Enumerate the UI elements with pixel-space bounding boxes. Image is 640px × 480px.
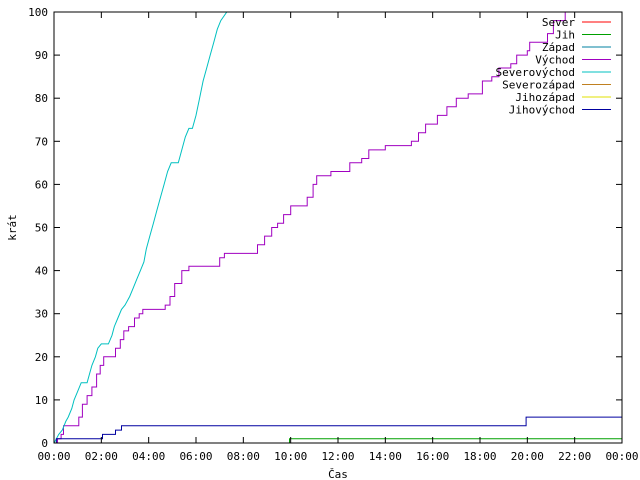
y-tick-label: 100 (28, 6, 48, 19)
y-tick-label: 30 (35, 308, 48, 321)
legend-label: Jihovýchod (509, 104, 575, 117)
series-layer (54, 12, 622, 443)
x-tick-label: 06:00 (179, 450, 212, 463)
x-tick-label: 02:00 (85, 450, 118, 463)
x-tick-label: 18:00 (463, 450, 496, 463)
legend: SeverJihZápadVýchodSeverovýchodSeverozáp… (496, 16, 611, 117)
x-axis-label: Čas (328, 468, 348, 480)
x-tick-label: 04:00 (132, 450, 165, 463)
legend-label: Jihozápad (515, 91, 575, 104)
y-tick-label: 60 (35, 178, 48, 191)
series-line-4 (54, 12, 228, 443)
legend-label: Jih (555, 29, 575, 42)
legend-label: Sever (542, 16, 575, 29)
x-tick-label: 14:00 (369, 450, 402, 463)
y-tick-label: 70 (35, 135, 48, 148)
y-tick-label: 20 (35, 351, 48, 364)
y-tick-label: 80 (35, 92, 48, 105)
y-tick-label: 0 (41, 437, 48, 450)
x-tick-label: 16:00 (416, 450, 449, 463)
y-tick-label: 10 (35, 394, 48, 407)
series-line-3 (54, 12, 566, 443)
x-tick-label: 00:00 (37, 450, 70, 463)
legend-label: Západ (542, 41, 575, 54)
x-tick-label: 10:00 (274, 450, 307, 463)
series-line-1 (54, 438, 622, 443)
legend-label: Východ (535, 54, 575, 67)
x-tick-label: 08:00 (227, 450, 260, 463)
x-tick-label: 22:00 (558, 450, 591, 463)
legend-label: Severozápad (502, 79, 575, 92)
y-tick-label: 90 (35, 49, 48, 62)
legend-label: Severovýchod (496, 66, 575, 79)
x-tick-label: 20:00 (511, 450, 544, 463)
ticks-layer: 00:00 02:00 04:00 06:00 08:00 10:00 12:00 14:00… (28, 6, 638, 463)
series-line-7 (54, 416, 622, 443)
y-tick-label: 40 (35, 265, 48, 278)
y-tick-label: 50 (35, 222, 48, 235)
y-axis-label: krát (6, 214, 19, 241)
x-tick-label: 00:00 (605, 450, 638, 463)
x-tick-label: 12:00 (321, 450, 354, 463)
